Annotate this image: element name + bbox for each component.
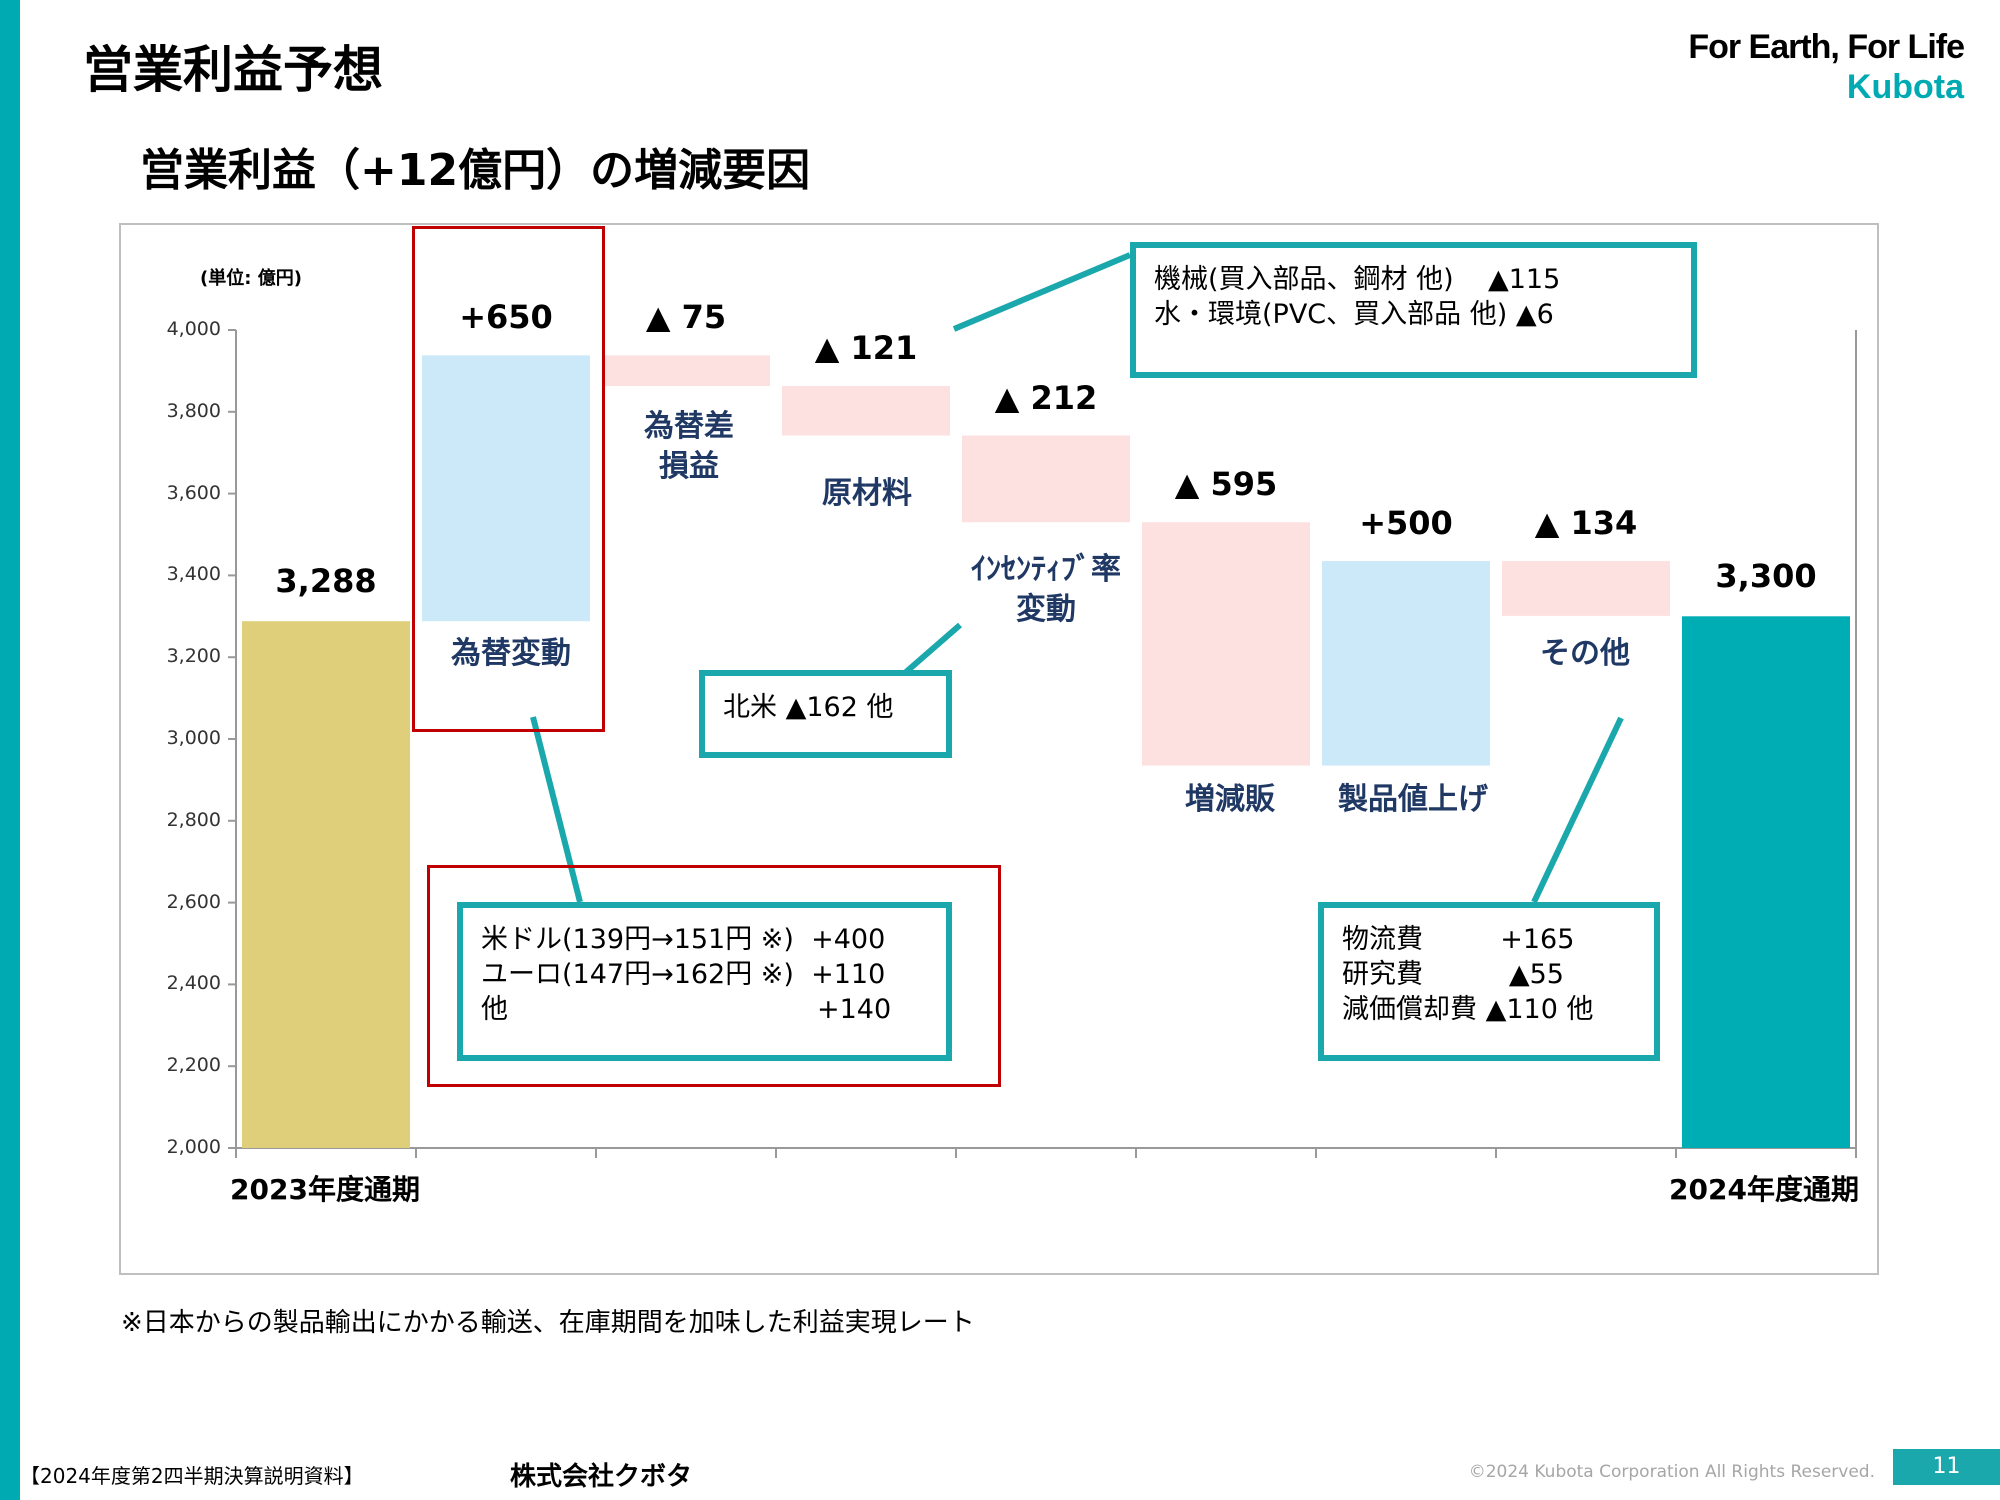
category-label-raw: 原材料 [822, 476, 912, 511]
label-line: 変動 [1016, 592, 1076, 627]
y-tick-label: 2,000 [166, 1136, 221, 1158]
callout-fx: 米ドル(139円→151円 ※) +400 ユーロ(147円→162円 ※) +… [457, 902, 952, 1061]
data-label: ▲ 595 [1174, 465, 1278, 504]
company-logo: 株式会社クボタ [510, 1462, 693, 1492]
highlight-box-fx-detail [427, 865, 1001, 1087]
y-tick-label: 2,800 [166, 808, 221, 831]
category-label-price: 製品値上げ [1338, 782, 1488, 817]
data-label: ▲ 134 [1534, 504, 1638, 543]
y-tick-label: 2,600 [166, 890, 221, 913]
category-label-other: その他 [1540, 636, 1630, 671]
category-label-fx: 為替変動 [451, 636, 571, 671]
chart-subtitle: 営業利益（+12億円）の増減要因 [140, 145, 811, 196]
data-label: ▲ 212 [994, 378, 1098, 417]
bar-decrease [962, 435, 1130, 523]
data-label: +650 [459, 298, 553, 337]
y-tick-label: 3,400 [166, 563, 221, 586]
accent-bar [0, 0, 20, 1500]
callout-connector [904, 622, 962, 675]
unit-label: (単位: 億円) [200, 268, 302, 289]
callout-incentive: 北米 ▲162 他 [699, 670, 952, 758]
label-line: ｲﾝｾﾝﾃｨﾌﾞ率 [971, 552, 1121, 587]
kubota-logo: Kubota [1846, 68, 1964, 106]
bar-total [242, 621, 410, 1148]
y-tick-label: 3,000 [166, 727, 221, 749]
bar-increase [1322, 561, 1490, 766]
y-tick-label: 3,800 [166, 399, 221, 422]
y-tick-label: 3,600 [166, 481, 221, 504]
category-label-volume: 増減販 [1185, 782, 1275, 817]
page-number: 11 [1893, 1449, 2000, 1485]
category-label-fx-gain: 為替差損益 [644, 409, 734, 484]
category-label-incentive: ｲﾝｾﾝﾃｨﾌﾞ率 変動 [971, 550, 1121, 630]
bar-decrease [1142, 522, 1310, 766]
x-label-start: 2023年度通期 [230, 1173, 420, 1206]
callout-raw-material: 機械(買入部品、鋼材 他) ▲115 水・環境(PVC、買入部品 他) ▲6 [1130, 242, 1697, 378]
data-label: 3,288 [275, 562, 377, 601]
data-label: ▲ 121 [814, 329, 918, 368]
y-tick-label: 2,200 [166, 1054, 221, 1077]
callout-connector [952, 252, 1132, 332]
x-label-end: 2024年度通期 [1669, 1173, 1859, 1206]
y-tick-label: 3,200 [166, 645, 221, 668]
callout-connector [1531, 716, 1624, 904]
y-tick-label: 4,000 [166, 318, 221, 340]
footnote: ※日本からの製品輸出にかかる輸送、在庫期間を加味した利益実現レート [121, 1308, 975, 1338]
bar-increase [422, 355, 590, 622]
copyright: ©2024 Kubota Corporation All Rights Rese… [1468, 1462, 1875, 1482]
bar-total [1682, 616, 1850, 1148]
footer-document-title: 【2024年度第2四半期決算説明資料】 [20, 1464, 364, 1488]
chart-frame [119, 223, 1879, 1275]
data-label: 3,300 [1715, 557, 1817, 596]
y-tick-label: 2,400 [166, 972, 221, 995]
callout-other: 物流費 +165 研究費 ▲55 減価償却費 ▲110 他 [1318, 902, 1660, 1061]
highlight-box-fx [412, 226, 605, 732]
bar-decrease [1502, 561, 1670, 616]
data-label: +500 [1359, 504, 1453, 543]
page-title: 営業利益予想 [83, 41, 383, 99]
callout-connector [530, 716, 583, 903]
bar-decrease [602, 355, 770, 387]
data-label: ▲ 75 [645, 298, 727, 337]
slogan: For Earth, For Life [1688, 28, 1965, 66]
bar-decrease [782, 386, 950, 436]
